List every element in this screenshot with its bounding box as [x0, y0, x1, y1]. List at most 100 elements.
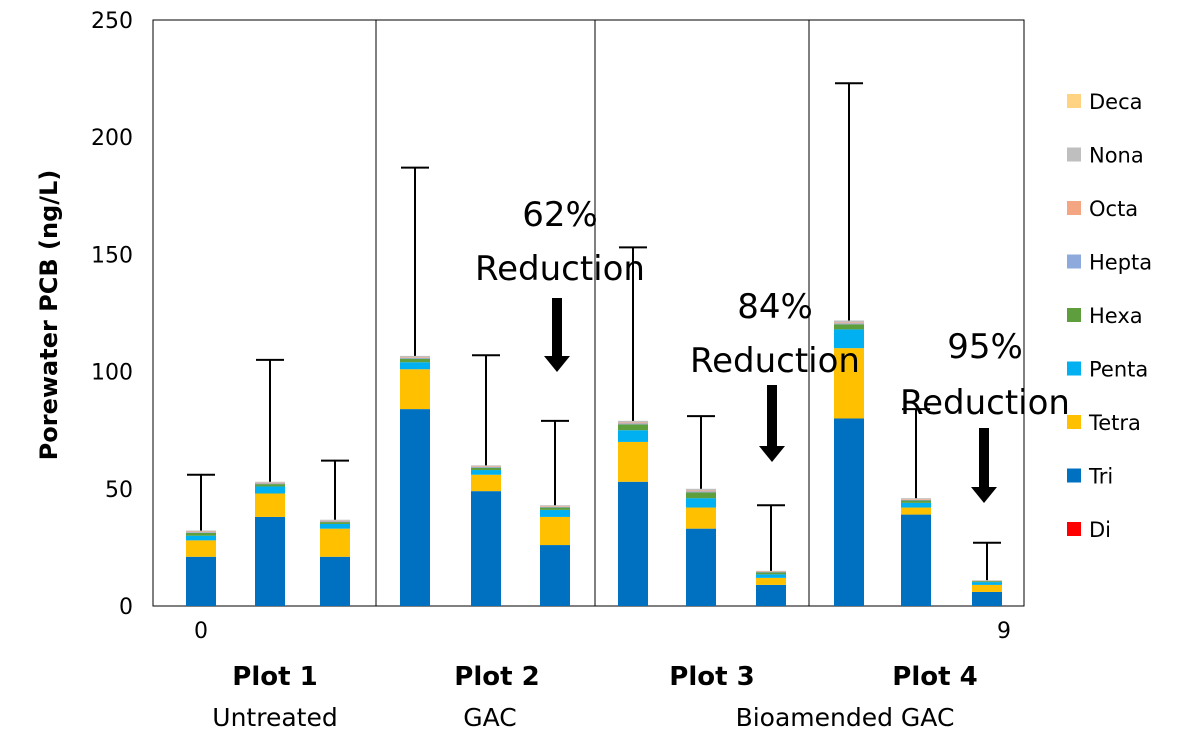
bar-segment-octa	[320, 520, 350, 522]
bar-segment-octa	[540, 506, 570, 507]
bar-segment-octa	[901, 499, 931, 500]
bar-segment-penta	[471, 470, 501, 475]
bar-segment-tetra	[834, 348, 864, 419]
bar-segment-tetra	[400, 369, 430, 410]
legend-swatch-tetra	[1067, 415, 1081, 429]
bar-segment-tri	[471, 491, 501, 606]
legend-label-tri: Tri	[1088, 465, 1113, 489]
y-tick-label: 250	[91, 9, 133, 34]
bar-segment-hexa	[686, 492, 716, 499]
treatment-label-bioamended-gac: Bioamended GAC	[736, 703, 955, 732]
bar-segment-tri	[756, 584, 786, 606]
bar-segment-hepta	[686, 491, 716, 493]
bar-segment-tetra	[972, 584, 1002, 592]
bar-segment-hepta	[471, 467, 501, 468]
plot-area	[152, 19, 1025, 607]
bar-segment-nona	[756, 570, 786, 572]
bar-segment-nona	[618, 420, 648, 423]
bar-segment-octa	[186, 531, 216, 533]
y-tick-label: 100	[91, 361, 133, 386]
bar-segment-hexa	[400, 358, 430, 363]
legend: Deca Nona Octa Hepta Hexa Penta Tetra Tri Di	[1067, 90, 1152, 542]
legend-swatch-tri	[1067, 468, 1081, 483]
legend-swatch-hexa	[1067, 308, 1081, 322]
legend-label-hexa: Hexa	[1089, 304, 1143, 328]
y-tick-label: 150	[91, 243, 133, 268]
bar-segment-tri	[186, 556, 216, 606]
legend-label-di: Di	[1089, 518, 1111, 542]
annotations-layer: 62% Reduction 84% Reduction 95% Reduction	[475, 195, 1070, 503]
bar-segment-hexa	[540, 507, 570, 510]
legend-label-tetra: Tetra	[1088, 411, 1141, 435]
bar-segment-nona	[186, 530, 216, 532]
down-arrow-icon	[552, 298, 562, 358]
annotation-reduction: Reduction	[475, 249, 645, 289]
bar-segment-nona	[901, 498, 931, 500]
bar-segment-tetra	[186, 540, 216, 557]
down-arrow-head-icon	[544, 356, 570, 372]
bar-segment-hepta	[540, 506, 570, 508]
bar-segment-octa	[400, 357, 430, 359]
bar-segment-penta	[756, 574, 786, 578]
down-arrow-icon	[767, 385, 777, 448]
bar-segment-octa	[686, 490, 716, 492]
bar-segment-hexa	[255, 484, 285, 487]
bars-layer	[186, 320, 1002, 606]
annotation-percent: 62%	[522, 195, 598, 235]
legend-swatch-di	[1067, 522, 1081, 536]
bar-segment-hexa	[756, 572, 786, 575]
bar-segment-penta	[186, 535, 216, 541]
legend-swatch-deca	[1067, 94, 1081, 108]
bar-segment-octa	[255, 482, 285, 484]
bar-segment-penta	[686, 498, 716, 508]
bar-segment-nona	[255, 481, 285, 483]
bar-segment-octa	[618, 422, 648, 424]
legend-swatch-penta	[1067, 361, 1081, 376]
bar-segment-hexa	[186, 532, 216, 536]
bar-segment-hexa	[320, 522, 350, 524]
legend-swatch-hepta	[1067, 254, 1081, 269]
x-tick-label-first: 0	[194, 619, 208, 644]
bar-segment-tri	[901, 514, 931, 606]
y-tick-label: 0	[119, 595, 133, 620]
group-label-plot-3: Plot 3	[669, 662, 754, 692]
bar-segment-nona	[834, 320, 864, 323]
down-arrow-head-icon	[971, 487, 997, 503]
legend-label-nona: Nona	[1089, 144, 1144, 168]
legend-swatch-octa	[1067, 201, 1081, 215]
bar-segment-tri	[320, 556, 350, 606]
legend-swatch-nona	[1067, 147, 1081, 162]
bar-segment-hepta	[400, 358, 430, 359]
bar-segment-hepta	[320, 521, 350, 523]
bar-segment-octa	[471, 466, 501, 468]
bar-segment-tetra	[471, 474, 501, 492]
bar-segment-tri	[540, 545, 570, 606]
group-label-plot-4: Plot 4	[892, 662, 977, 692]
bar-segment-hexa	[834, 324, 864, 330]
bar-segment-tetra	[255, 493, 285, 517]
plot-border	[152, 19, 1025, 607]
bar-segment-nona	[400, 355, 430, 358]
bar-segment-nona	[540, 505, 570, 507]
down-arrow-icon	[979, 428, 989, 489]
bar-segment-hexa	[972, 581, 1002, 583]
bar-segment-penta	[972, 582, 1002, 585]
bar-segment-tetra	[901, 507, 931, 515]
bar-segment-tri	[834, 418, 864, 606]
y-axis-label: Porewater PCB (ng/L)	[35, 170, 63, 461]
bar-segment-tetra	[540, 516, 570, 546]
bar-segment-tri	[972, 591, 1002, 606]
bar-segment-penta	[255, 486, 285, 494]
bar-segment-tri	[400, 409, 430, 606]
legend-label-deca: Deca	[1089, 90, 1143, 114]
bar-segment-tetra	[686, 507, 716, 529]
bar-segment-penta	[901, 502, 931, 508]
annotation-reduction: Reduction	[690, 341, 860, 381]
bar-segment-penta	[540, 509, 570, 517]
legend-label-hepta: Hepta	[1089, 251, 1152, 275]
annotation-reduction: Reduction	[900, 383, 1070, 423]
y-tick-label: 50	[105, 478, 133, 503]
bar-segment-nona	[471, 465, 501, 467]
bar-segment-hexa	[901, 500, 931, 503]
bar-segment-hepta	[901, 499, 931, 501]
